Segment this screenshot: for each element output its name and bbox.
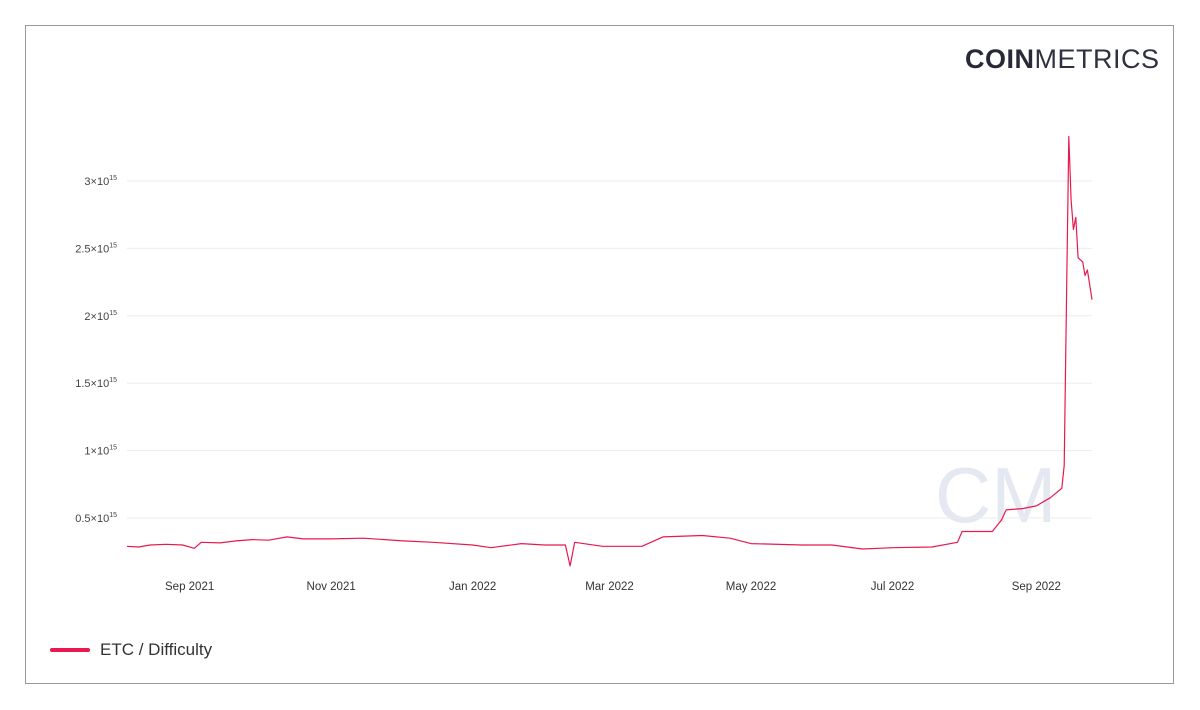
y-tick-label: 2.5×1015 [75, 242, 117, 255]
chart-frame [25, 25, 1174, 684]
logo-light-text: METRICS [1034, 44, 1160, 74]
watermark-cm: CM [935, 451, 1056, 539]
series-line-etc-difficulty[interactable] [126, 135, 1093, 567]
legend-swatch [50, 648, 90, 652]
y-tick-label: 1.5×1015 [75, 377, 117, 390]
y-axis-ticks: 0.5×1015 1×1015 1.5×1015 2×1015 2.5×1015 3×10… [75, 175, 117, 525]
x-tick-label: Jan 2022 [449, 581, 496, 593]
x-tick-label: Sep 2022 [1012, 581, 1061, 593]
y-tick-label: 3×1015 [84, 175, 117, 188]
legend-label: ETC / Difficulty [100, 640, 213, 659]
series-lines [126, 135, 1093, 567]
y-tick-label: 1×1015 [84, 445, 117, 458]
gridlines [127, 180, 1092, 519]
y-tick-label: 0.5×1015 [75, 512, 117, 525]
legend[interactable]: ETC / Difficulty [50, 640, 212, 660]
coinmetrics-logo: COINMETRICS [965, 44, 1160, 75]
x-tick-label: Nov 2021 [307, 581, 356, 593]
logo-bold-text: COIN [965, 44, 1035, 74]
y-tick-exponent: 15 [109, 310, 117, 317]
y-tick-exponent: 15 [109, 377, 117, 384]
x-tick-label: Sep 2021 [165, 581, 214, 593]
x-tick-label: May 2022 [726, 581, 777, 593]
y-tick-label: 2×1015 [84, 310, 117, 323]
y-tick-exponent: 15 [109, 175, 117, 182]
x-tick-label: Mar 2022 [585, 581, 634, 593]
y-tick-exponent: 15 [109, 242, 117, 249]
y-tick-exponent: 15 [109, 445, 117, 452]
x-tick-label: Jul 2022 [871, 581, 914, 593]
x-axis-ticks: Sep 2021 Nov 2021 Jan 2022 Mar 2022 May 2022… [165, 581, 1061, 593]
y-tick-exponent: 15 [109, 512, 117, 519]
